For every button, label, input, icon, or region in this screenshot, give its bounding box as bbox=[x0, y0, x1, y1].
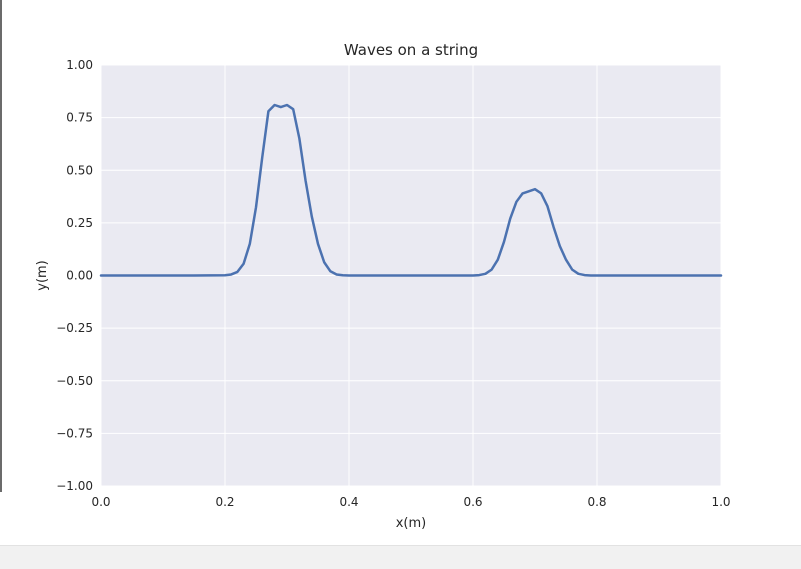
y-tick-label: 1.00 bbox=[66, 58, 93, 72]
x-tick-label: 0.2 bbox=[215, 495, 234, 509]
y-tick-label: −1.00 bbox=[56, 479, 93, 493]
y-tick-label: −0.75 bbox=[56, 426, 93, 440]
x-tick-label: 1.0 bbox=[711, 495, 730, 509]
x-tick-label: 0.0 bbox=[91, 495, 110, 509]
x-tick-labels: 0.0 0.2 0.4 0.6 0.8 1.0 bbox=[91, 495, 730, 509]
window-bottom-strip bbox=[0, 545, 801, 569]
chart-title: Waves on a string bbox=[344, 41, 478, 59]
waves-chart: 0.0 0.2 0.4 0.6 0.8 1.0 −1.00 −0.75 −0.50 −0.25 0… bbox=[35, 41, 731, 531]
y-tick-label: −0.25 bbox=[56, 321, 93, 335]
series-layer bbox=[99, 103, 723, 277]
x-tick-label: 0.8 bbox=[587, 495, 606, 509]
y-axis-label: y(m) bbox=[35, 260, 50, 291]
wave-line-series-0 bbox=[99, 103, 723, 277]
y-tick-label: 0.25 bbox=[66, 216, 93, 230]
x-tick-label: 0.6 bbox=[463, 495, 482, 509]
x-tick-label: 0.4 bbox=[339, 495, 358, 509]
y-tick-labels: −1.00 −0.75 −0.50 −0.25 0.00 0.25 0.50 0.75 1.00 bbox=[56, 58, 93, 493]
y-tick-label: 0.50 bbox=[66, 163, 93, 177]
y-tick-label: 0.00 bbox=[66, 269, 93, 283]
y-tick-label: 0.75 bbox=[66, 111, 93, 125]
window-left-edge bbox=[0, 0, 2, 492]
y-tick-label: −0.50 bbox=[56, 374, 93, 388]
x-axis-label: x(m) bbox=[396, 516, 427, 531]
